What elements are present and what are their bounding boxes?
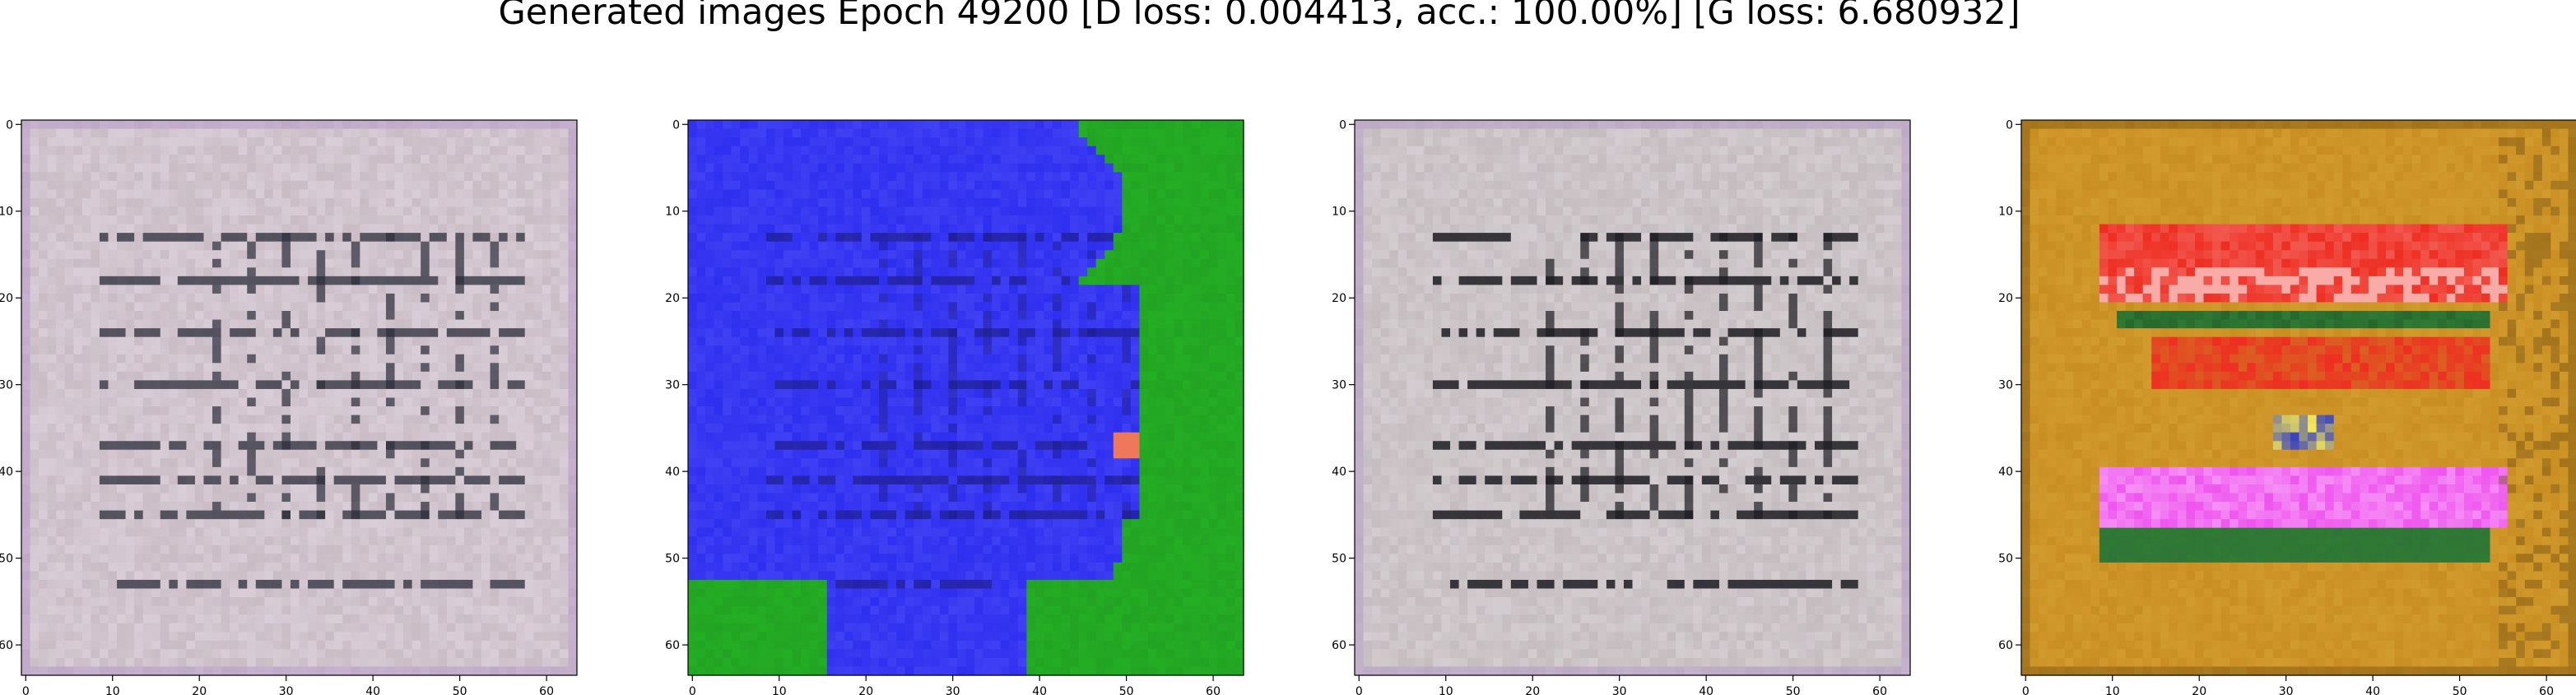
generated-image-pixels — [1355, 120, 1911, 676]
generated-image-pixels — [2021, 120, 2576, 676]
x-tick-label: 10 — [105, 685, 120, 695]
image-panel-2: 0 10 20 30 40 50 60 0 10 20 30 40 50 60 — [665, 118, 1244, 695]
y-tick-label: 0 — [672, 118, 680, 132]
y-tick-label: 50 — [1998, 553, 2013, 566]
y-tick-label: 40 — [1998, 466, 2013, 479]
image-panel-3: 0 10 20 30 40 50 60 0 10 20 30 40 50 60 — [1332, 118, 1911, 695]
y-tick-label: 60 — [0, 639, 13, 652]
x-tick-label: 20 — [2192, 685, 2206, 695]
x-tick-label: 40 — [1032, 685, 1047, 695]
x-tick-label: 40 — [365, 685, 380, 695]
y-tick-label: 30 — [1332, 379, 1346, 392]
figure-title: Generated images Epoch 49200 [D loss: 0.… — [498, 0, 2020, 33]
x-tick-label: 20 — [192, 685, 207, 695]
x-tick-label: 50 — [1786, 685, 1801, 695]
y-tick-label: 50 — [0, 553, 13, 566]
x-tick-label: 0 — [689, 685, 696, 695]
x-tick-label: 0 — [22, 685, 30, 695]
y-tick-label: 50 — [1332, 553, 1346, 566]
y-tick-label: 20 — [665, 292, 680, 305]
axes-frame — [1354, 119, 1911, 676]
x-tick-label: 60 — [1206, 685, 1221, 695]
x-tick-label: 20 — [1525, 685, 1540, 695]
y-tick-label: 10 — [0, 206, 13, 219]
y-tick-label: 60 — [665, 639, 680, 652]
generated-image-pixels — [688, 120, 1244, 676]
y-tick-label: 0 — [6, 118, 13, 132]
x-tick-label: 10 — [2105, 685, 2120, 695]
y-tick-label: 60 — [1332, 639, 1346, 652]
y-tick-label: 10 — [1998, 206, 2013, 219]
image-panel-1: 0 10 20 30 40 50 60 0 10 20 30 40 50 60 — [0, 118, 578, 695]
x-tick-label: 0 — [2022, 685, 2030, 695]
y-tick-label: 0 — [1339, 118, 1346, 132]
y-tick-label: 20 — [0, 292, 13, 305]
axes-frame — [21, 119, 578, 676]
y-tick-label: 30 — [1998, 379, 2013, 392]
x-tick-label: 60 — [1872, 685, 1887, 695]
image-panel-4: 0 10 20 30 40 50 60 0 10 20 30 40 50 60 — [1998, 118, 2576, 695]
y-tick-label: 60 — [1998, 639, 2013, 652]
y-tick-label: 10 — [665, 206, 680, 219]
x-tick-label: 30 — [1612, 685, 1627, 695]
x-tick-label: 10 — [772, 685, 787, 695]
x-tick-label: 30 — [279, 685, 294, 695]
x-tick-label: 50 — [453, 685, 467, 695]
y-tick-label: 40 — [0, 466, 13, 479]
x-tick-label: 40 — [2365, 685, 2380, 695]
axes-frame — [687, 119, 1244, 676]
x-tick-label: 40 — [1699, 685, 1713, 695]
y-tick-label: 40 — [665, 466, 680, 479]
x-tick-label: 10 — [1439, 685, 1453, 695]
y-tick-label: 40 — [1332, 466, 1346, 479]
y-tick-label: 30 — [0, 379, 13, 392]
y-tick-label: 20 — [1998, 292, 2013, 305]
x-tick-label: 30 — [2279, 685, 2294, 695]
x-tick-label: 50 — [2453, 685, 2467, 695]
x-tick-label: 60 — [539, 685, 554, 695]
y-tick-label: 50 — [665, 553, 680, 566]
x-tick-label: 50 — [1119, 685, 1134, 695]
generated-image-pixels — [21, 120, 578, 676]
x-tick-label: 60 — [2539, 685, 2554, 695]
y-tick-label: 10 — [1332, 206, 1346, 219]
y-tick-label: 30 — [665, 379, 680, 392]
y-tick-label: 20 — [1332, 292, 1346, 305]
axes-frame — [2020, 119, 2576, 676]
y-tick-label: 0 — [2006, 118, 2013, 132]
x-tick-label: 20 — [858, 685, 873, 695]
x-tick-label: 30 — [946, 685, 960, 695]
x-tick-label: 0 — [1355, 685, 1363, 695]
